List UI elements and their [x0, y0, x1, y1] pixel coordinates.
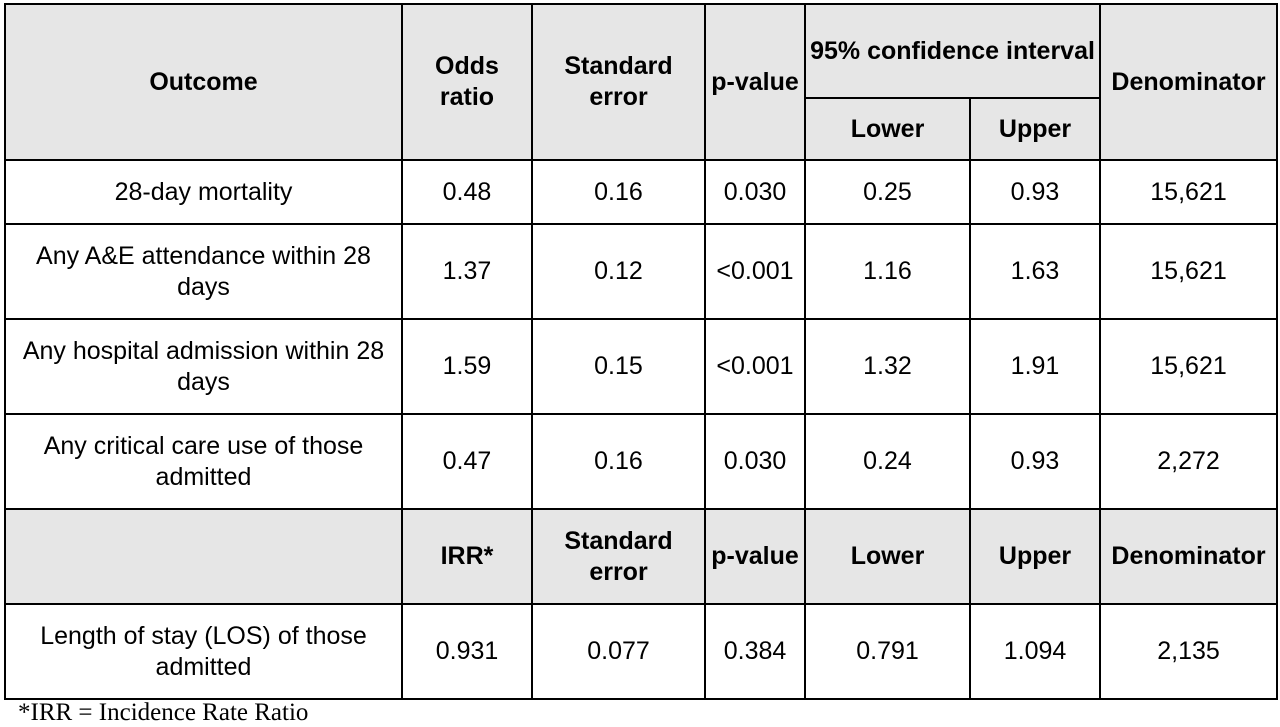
cell-denominator: 15,621 — [1099, 223, 1279, 320]
cell-outcome: Length of stay (LOS) of those admitted — [4, 603, 403, 700]
cell-odds-ratio: 0.48 — [401, 159, 533, 225]
cell-outcome: Any A&E attendance within 28 days — [4, 223, 403, 320]
header-denominator: Denominator — [1099, 3, 1279, 161]
cell-irr: 0.931 — [401, 603, 533, 700]
table-row: 28-day mortality 0.48 0.16 0.030 0.25 0.… — [4, 159, 1279, 225]
cell-p-value: 0.030 — [704, 413, 806, 510]
irr-header-standard-error: Standard error — [531, 508, 706, 605]
cell-lower: 0.24 — [804, 413, 971, 510]
cell-lower: 0.791 — [804, 603, 971, 700]
cell-lower: 1.32 — [804, 318, 971, 415]
cell-upper: 0.93 — [968, 413, 1102, 510]
cell-denominator: 2,272 — [1099, 413, 1279, 510]
header-odds-ratio: Odds ratio — [401, 3, 533, 161]
cell-outcome: 28-day mortality — [4, 159, 403, 225]
cell-lower: 0.25 — [804, 159, 971, 225]
cell-p-value: 0.384 — [704, 603, 806, 700]
table-row: Any A&E attendance within 28 days 1.37 0… — [4, 223, 1279, 320]
cell-standard-error: 0.12 — [531, 223, 706, 320]
header-standard-error: Standard error — [531, 3, 706, 161]
cell-standard-error: 0.077 — [531, 603, 706, 700]
header-subrow: Lower Upper — [5, 97, 1277, 161]
cell-upper: 1.91 — [968, 318, 1102, 415]
cell-standard-error: 0.16 — [531, 159, 706, 225]
irr-header-ratio: IRR* — [401, 508, 533, 605]
cell-denominator: 15,621 — [1099, 318, 1279, 415]
cell-denominator: 2,135 — [1099, 603, 1279, 700]
header-row: Outcome Odds ratio Standard error p-valu… — [4, 3, 1279, 161]
irr-header-upper: Upper — [968, 508, 1102, 605]
header-lower: Lower — [804, 97, 971, 161]
header-p-value: p-value — [704, 3, 806, 161]
cell-outcome: Any hospital admission within 28 days — [4, 318, 403, 415]
table-row: Length of stay (LOS) of those admitted 0… — [4, 603, 1279, 700]
header-confidence-interval: 95% confidence interval — [803, 3, 1102, 99]
irr-header-lower: Lower — [804, 508, 971, 605]
cell-p-value: 0.030 — [704, 159, 806, 225]
cell-upper: 1.094 — [968, 603, 1102, 700]
irr-header-p-value: p-value — [704, 508, 806, 605]
irr-header-row: IRR* Standard error p-value Lower Upper … — [4, 508, 1279, 605]
cell-odds-ratio: 1.37 — [401, 223, 533, 320]
cell-p-value: <0.001 — [704, 318, 806, 415]
cell-upper: 0.93 — [968, 159, 1102, 225]
cell-odds-ratio: 1.59 — [401, 318, 533, 415]
cell-outcome: Any critical care use of those admitted — [4, 413, 403, 510]
header-upper: Upper — [968, 97, 1102, 161]
irr-header-outcome — [4, 508, 403, 605]
table-row: Any hospital admission within 28 days 1.… — [4, 318, 1279, 415]
footnote: *IRR = Incidence Rate Ratio — [18, 699, 309, 726]
cell-standard-error: 0.16 — [531, 413, 706, 510]
irr-header-denominator: Denominator — [1099, 508, 1279, 605]
cell-odds-ratio: 0.47 — [401, 413, 533, 510]
cell-standard-error: 0.15 — [531, 318, 706, 415]
cell-denominator: 15,621 — [1099, 159, 1279, 225]
cell-upper: 1.63 — [968, 223, 1102, 320]
header-outcome: Outcome — [4, 3, 403, 161]
table-row: Any critical care use of those admitted … — [4, 413, 1279, 510]
results-table: Outcome Odds ratio Standard error p-valu… — [4, 3, 1279, 700]
cell-p-value: <0.001 — [704, 223, 806, 320]
cell-lower: 1.16 — [804, 223, 971, 320]
